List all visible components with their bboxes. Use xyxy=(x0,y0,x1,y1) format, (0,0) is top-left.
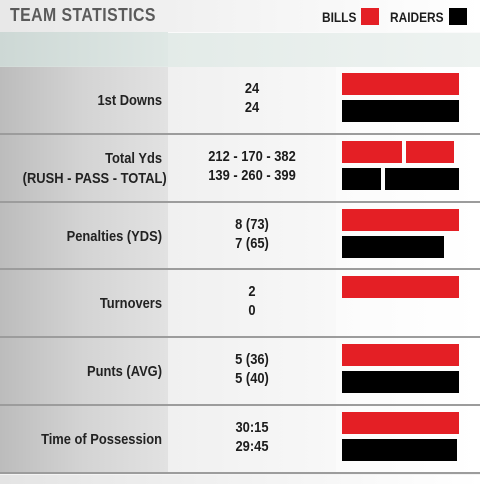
stat-label-cell xyxy=(0,67,168,134)
legend-swatch-raiders xyxy=(449,8,467,25)
stat-value-cell xyxy=(168,406,336,473)
stat-label-cell xyxy=(0,406,168,473)
bills-bar xyxy=(342,276,459,299)
legend-label-bills: BILLS xyxy=(322,9,357,25)
bills-bar xyxy=(342,208,459,231)
raiders-value: 29:45 xyxy=(235,438,269,455)
stat-value-cell xyxy=(168,202,336,270)
bills-bar xyxy=(405,140,454,163)
stat-label-cell xyxy=(0,338,168,406)
stat-label-cell xyxy=(0,134,168,202)
stat-value-cell xyxy=(168,134,336,202)
stat-label: Penalties (YDS) xyxy=(66,227,162,245)
bills-bar xyxy=(342,412,459,434)
raiders-bar xyxy=(385,167,459,190)
stat-value-cell xyxy=(168,67,336,134)
raiders-value: 0 xyxy=(248,302,256,320)
bills-value: 30:15 xyxy=(235,419,269,436)
bills-value: 2 xyxy=(248,283,256,301)
raiders-value: 24 xyxy=(244,99,260,116)
stat-value-cell xyxy=(168,270,336,338)
legend-label-raiders: RAIDERS xyxy=(390,9,444,25)
stat-label: Turnovers xyxy=(99,295,162,313)
raiders-bar xyxy=(342,167,382,190)
legend-swatch-bills xyxy=(361,8,379,25)
title-bar: TEAM STATISTICS xyxy=(0,0,480,32)
bills-value: 5 (36) xyxy=(235,351,269,369)
page-title: TEAM STATISTICS xyxy=(10,5,156,25)
bills-bar xyxy=(342,344,459,367)
bills-value: 212 - 170 - 382 xyxy=(208,147,296,165)
stat-value-cell xyxy=(168,338,336,406)
raiders-value: 139 - 260 - 399 xyxy=(208,166,296,184)
raiders-value: 5 (40) xyxy=(235,370,269,388)
stat-label: Time of Possession xyxy=(41,430,162,448)
bills-bar xyxy=(342,140,402,163)
stat-label: 1st Downs xyxy=(97,91,162,109)
stat-label-cell xyxy=(0,202,168,270)
bills-value: 8 (73) xyxy=(235,215,269,233)
raiders-bar xyxy=(342,371,459,394)
row-divider xyxy=(0,471,480,475)
stat-label: Total Yds (RUSH - PASS - TOTAL) xyxy=(22,149,167,187)
stat-label: Punts (AVG) xyxy=(86,363,162,381)
raiders-bar xyxy=(342,100,459,122)
bills-bar xyxy=(342,73,459,95)
raiders-bar xyxy=(342,439,458,461)
raiders-value: 7 (65) xyxy=(235,234,269,252)
bills-value: 24 xyxy=(244,80,260,97)
raiders-bar xyxy=(342,235,445,258)
legend-row-left xyxy=(0,32,168,66)
stat-label-cell xyxy=(0,270,168,338)
